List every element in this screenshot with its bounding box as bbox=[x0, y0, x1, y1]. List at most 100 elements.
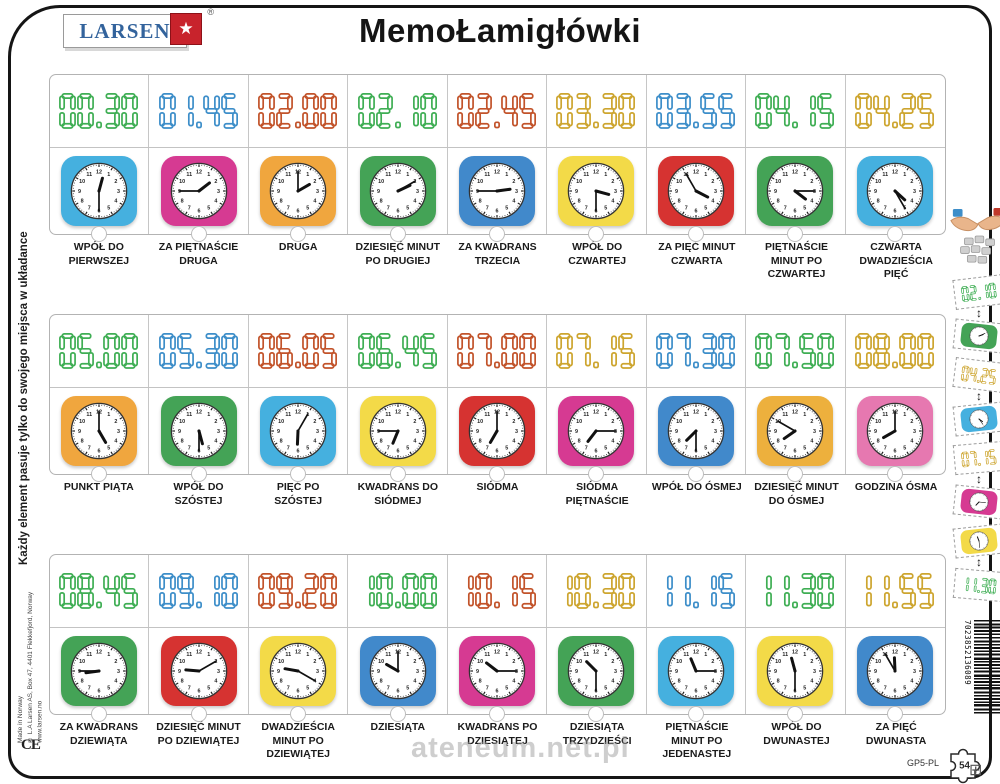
puzzle-row: 1234567891011121234567891011121234567891… bbox=[49, 314, 946, 508]
svg-text:5: 5 bbox=[704, 686, 707, 692]
puzzle-nub bbox=[688, 466, 704, 482]
svg-text:1: 1 bbox=[704, 652, 707, 658]
svg-text:12: 12 bbox=[593, 409, 599, 415]
digital-time-piece[interactable] bbox=[547, 75, 646, 147]
puzzle-nub bbox=[489, 466, 505, 482]
barcode: 7023852136089 bbox=[963, 620, 1000, 716]
digital-time-piece[interactable] bbox=[746, 75, 845, 147]
digital-time-piece[interactable] bbox=[448, 315, 547, 387]
svg-text:11: 11 bbox=[584, 652, 590, 658]
digital-time-piece[interactable] bbox=[647, 75, 746, 147]
digital-time-piece[interactable] bbox=[149, 75, 248, 147]
svg-text:4: 4 bbox=[512, 199, 515, 205]
svg-text:11: 11 bbox=[385, 412, 391, 418]
digital-time-piece[interactable] bbox=[149, 555, 248, 627]
svg-text:11: 11 bbox=[385, 652, 391, 658]
digital-time-piece[interactable] bbox=[547, 315, 646, 387]
digital-time-piece[interactable] bbox=[50, 315, 149, 387]
svg-text:10: 10 bbox=[378, 659, 384, 665]
svg-text:4: 4 bbox=[115, 679, 118, 685]
svg-text:9: 9 bbox=[774, 429, 777, 435]
digital-time-piece[interactable] bbox=[50, 75, 149, 147]
digital-time-piece[interactable] bbox=[647, 315, 746, 387]
svg-text:3: 3 bbox=[217, 429, 220, 435]
digital-time-piece[interactable] bbox=[647, 555, 746, 627]
digital-time-piece[interactable] bbox=[348, 555, 447, 627]
time-label: DZIESIĘĆ MINUT PO DRUGIEJ bbox=[348, 241, 448, 282]
digital-time-piece[interactable] bbox=[746, 555, 845, 627]
digital-time-piece[interactable] bbox=[249, 315, 348, 387]
svg-text:7: 7 bbox=[386, 686, 389, 692]
digital-time-piece[interactable] bbox=[547, 555, 646, 627]
time-label: GODZINA ÓSMA bbox=[846, 481, 946, 508]
svg-text:5: 5 bbox=[904, 686, 907, 692]
digital-time-piece[interactable] bbox=[348, 75, 447, 147]
svg-text:10: 10 bbox=[676, 179, 682, 185]
svg-text:4: 4 bbox=[811, 199, 814, 205]
digital-time-piece[interactable] bbox=[846, 75, 945, 147]
svg-text:4: 4 bbox=[115, 199, 118, 205]
svg-text:6: 6 bbox=[396, 448, 399, 454]
example-digital-piece bbox=[953, 568, 1000, 602]
svg-text:8: 8 bbox=[280, 439, 283, 445]
svg-text:1: 1 bbox=[904, 412, 907, 418]
svg-text:10: 10 bbox=[278, 659, 284, 665]
example-clock-face bbox=[960, 405, 998, 433]
digital-time-piece[interactable] bbox=[50, 555, 149, 627]
digital-time-piece[interactable] bbox=[846, 315, 945, 387]
match-arrow-icon: ↕ bbox=[976, 557, 982, 569]
svg-text:8: 8 bbox=[280, 679, 283, 685]
digital-time-piece[interactable] bbox=[249, 555, 348, 627]
svg-text:9: 9 bbox=[377, 189, 380, 195]
svg-text:8: 8 bbox=[81, 679, 84, 685]
puzzle-nub bbox=[588, 466, 604, 482]
svg-text:11: 11 bbox=[883, 172, 889, 178]
side-note: Każdy element pasuje tylko do swojego mi… bbox=[18, 213, 30, 583]
svg-text:6: 6 bbox=[894, 448, 897, 454]
digital-time-piece[interactable] bbox=[746, 315, 845, 387]
svg-text:5: 5 bbox=[605, 686, 608, 692]
svg-text:10: 10 bbox=[79, 179, 85, 185]
svg-text:4: 4 bbox=[214, 679, 217, 685]
digital-time-piece[interactable] bbox=[448, 75, 547, 147]
digital-time-piece[interactable] bbox=[448, 555, 547, 627]
digital-time-piece[interactable] bbox=[348, 315, 447, 387]
svg-text:2: 2 bbox=[512, 419, 515, 425]
svg-text:5: 5 bbox=[505, 446, 508, 452]
digital-time-piece[interactable] bbox=[846, 555, 945, 627]
imprint-line: www.larsen.no bbox=[36, 583, 46, 743]
svg-text:6: 6 bbox=[396, 688, 399, 694]
digital-time-piece[interactable] bbox=[249, 75, 348, 147]
svg-text:1: 1 bbox=[406, 652, 409, 658]
digital-time-piece[interactable] bbox=[149, 315, 248, 387]
svg-text:7: 7 bbox=[884, 206, 887, 212]
svg-text:8: 8 bbox=[479, 439, 482, 445]
